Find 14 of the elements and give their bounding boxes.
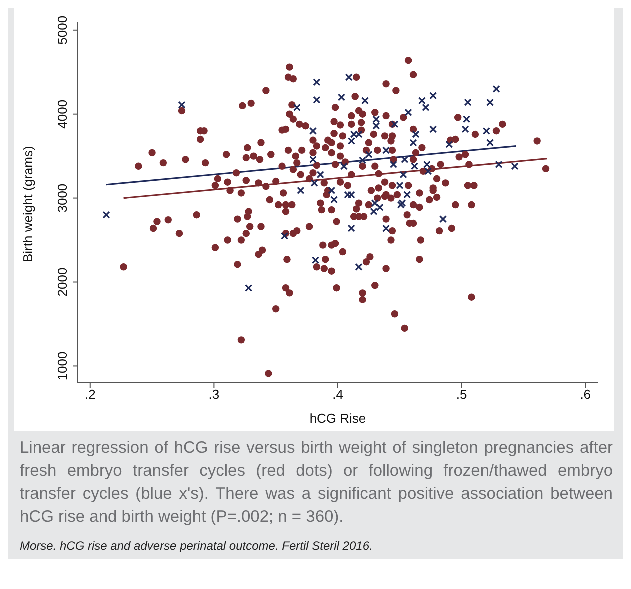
- x-tick-label: .2: [84, 387, 96, 402]
- y-tick-label: 1000: [55, 352, 70, 381]
- x-tick-label: .6: [580, 387, 592, 402]
- text: Morse. hCG rise and adverse perinatal outcome. Fertil Steril 2016.: [19, 538, 374, 553]
- y-tick-label: 2000: [55, 268, 70, 297]
- y-axis-title: Birth weight (grams): [20, 146, 36, 262]
- y-tick-label: 4000: [55, 100, 70, 129]
- y-tick-label: 3000: [55, 184, 70, 213]
- x-tick-label: .3: [208, 387, 220, 402]
- x-tick-label: .5: [456, 387, 468, 402]
- x-axis-title: hCG Rise: [310, 411, 366, 426]
- y-tick-label: 5000: [55, 16, 70, 45]
- x-tick-label: .4: [332, 387, 344, 402]
- text: Linear regression of hCG rise versus birth weight of singleton pregnancies after fresh embryo transfer cycles (red dots) or following frozen/thawed embryo transfer cycles (blue x's). There was a significant positive association between hCG rise and birth weight (P=.002; n = 360).: [19, 438, 614, 528]
